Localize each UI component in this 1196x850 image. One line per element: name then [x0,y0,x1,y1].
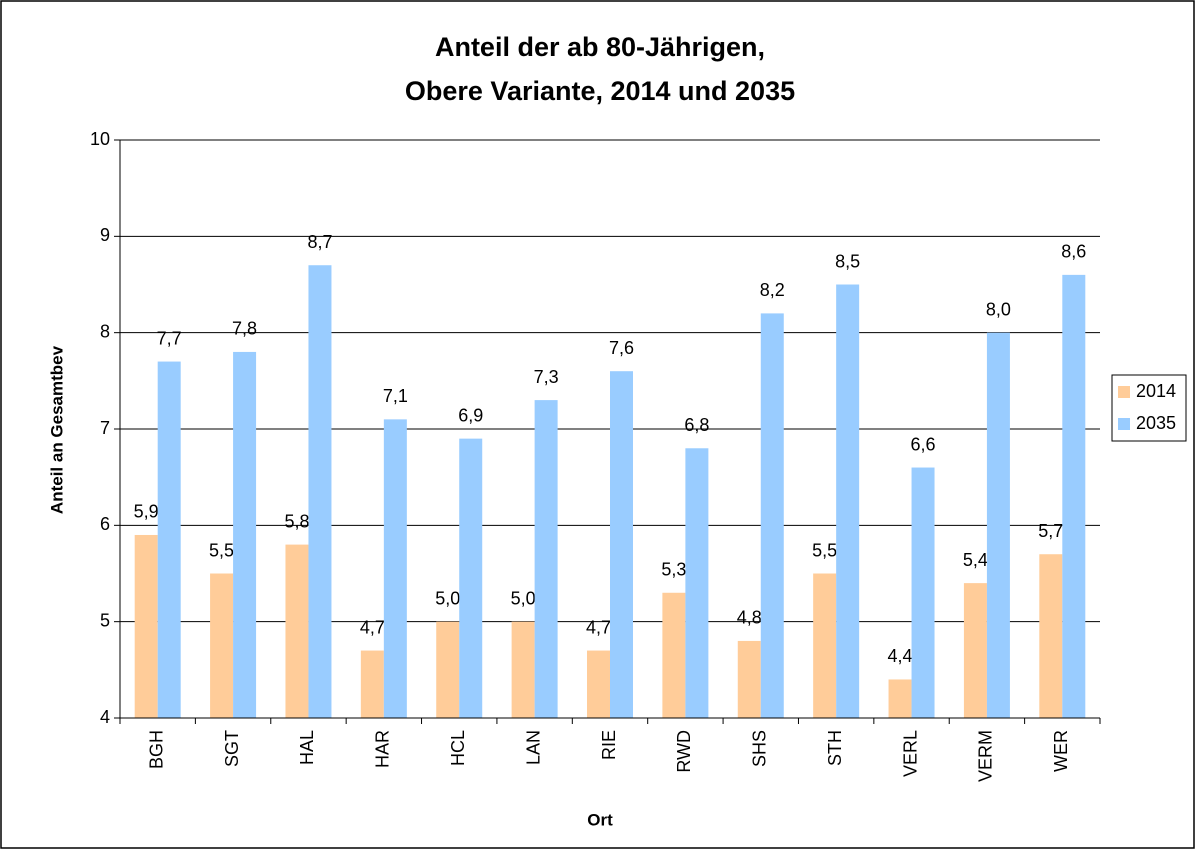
data-label: 8,2 [760,280,785,300]
x-tick-label: BGH [146,730,166,769]
bar [587,650,610,718]
data-label: 5,8 [284,511,309,531]
y-tick-label: 7 [100,418,110,438]
data-label: 5,5 [209,540,234,560]
bar [308,265,332,718]
bar [760,313,784,718]
data-label: 6,9 [458,405,483,425]
data-label: 7,7 [157,328,182,348]
data-label: 5,9 [134,502,159,522]
bar [436,621,460,718]
x-tick-label: VERM [976,730,996,782]
y-tick-label: 6 [100,514,110,534]
bar [459,438,483,718]
bar [534,400,558,718]
y-tick-label: 9 [100,225,110,245]
data-label: 4,7 [360,617,385,637]
bar [1039,554,1063,718]
data-label: 5,7 [1038,521,1063,541]
data-label: 5,4 [963,550,988,570]
bar [134,534,158,718]
bar [662,592,686,718]
y-tick-label: 10 [90,129,110,149]
data-label: 6,8 [684,415,709,435]
legend-label: 2035 [1136,413,1176,433]
data-label: 5,0 [435,588,460,608]
bar [737,640,761,718]
legend-label: 2014 [1136,381,1176,401]
bar [1062,274,1086,718]
bar [963,583,987,718]
x-tick-label: SHS [750,730,770,767]
bar [813,573,837,718]
x-tick-label: HAL [297,730,317,765]
y-tick-label: 5 [100,610,110,630]
x-tick-label: RWD [674,730,694,773]
data-label: 8,6 [1061,242,1086,262]
x-tick-label: RIE [599,730,619,760]
bar [685,448,709,718]
bar [233,351,257,718]
x-tick-label: LAN [523,730,543,765]
legend-swatch [1118,386,1130,398]
x-tick-label: HCL [448,730,468,766]
x-tick-label: HAR [373,730,393,768]
chart-title: Obere Variante, 2014 und 2035 [405,76,795,106]
bar [610,371,633,718]
bar [383,419,407,718]
data-label: 5,5 [812,540,837,560]
data-label: 7,8 [232,319,257,339]
x-axis-title: Ort [587,810,613,829]
data-label: 5,0 [511,588,536,608]
data-label: 4,4 [888,646,913,666]
data-label: 7,6 [609,338,634,358]
data-label: 4,7 [586,617,611,637]
data-label: 6,6 [911,434,936,454]
legend-swatch [1118,418,1130,430]
data-label: 7,1 [383,386,408,406]
data-label: 7,3 [534,367,559,387]
bar [157,361,181,718]
y-axis-title: Anteil an Gesamtbev [47,345,66,514]
bar [888,679,912,718]
y-tick-label: 4 [100,707,110,727]
bar [285,544,309,718]
data-label: 5,3 [661,560,686,580]
bar [836,284,860,718]
chart-title: Anteil der ab 80-Jährigen, [435,32,765,62]
x-tick-label: STH [825,730,845,766]
data-label: 4,8 [737,608,762,628]
data-label: 8,5 [835,251,860,271]
bar [210,573,234,718]
bar [511,621,535,718]
data-label: 8,0 [986,299,1011,319]
bar [986,332,1010,718]
x-tick-label: VERL [900,730,920,777]
y-tick-label: 8 [100,321,110,341]
bar [911,467,935,718]
data-label: 8,7 [307,232,332,252]
x-tick-label: SGT [222,730,242,767]
x-tick-label: WER [1051,730,1071,772]
bar [360,650,384,718]
